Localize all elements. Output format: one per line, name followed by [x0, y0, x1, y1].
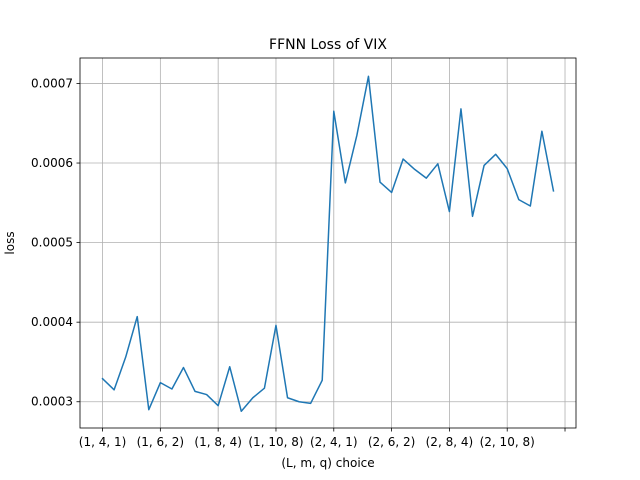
y-axis-label: loss [3, 231, 17, 254]
tick-layer: (1, 4, 1) (1, 6, 2) (1, 8, 4) (1, 10, 8) (2,… [31, 76, 566, 449]
grid-layer [80, 58, 576, 428]
y-tick-label: 0.0007 [31, 76, 73, 90]
y-tick-label: 0.0003 [31, 395, 73, 409]
series-line [101, 75, 555, 413]
x-tick-label: (1, 4, 1) [79, 435, 127, 449]
x-tick-label: (2, 10, 8) [480, 435, 535, 449]
chart-title: FFNN Loss of VIX [269, 37, 387, 53]
y-tick-label: 0.0004 [31, 315, 73, 329]
y-tick-label: 0.0005 [31, 236, 73, 250]
series-layer [101, 75, 555, 413]
x-tick-label: (1, 10, 8) [248, 435, 303, 449]
x-tick-label: (2, 6, 2) [368, 435, 416, 449]
x-axis-label: (L, m, q) choice [281, 456, 374, 470]
x-tick-label: (1, 8, 4) [194, 435, 242, 449]
x-tick-label: (2, 4, 1) [310, 435, 358, 449]
x-tick-label: (1, 6, 2) [137, 435, 185, 449]
y-tick-label: 0.0006 [31, 156, 73, 170]
x-tick-label: (2, 8, 4) [426, 435, 474, 449]
